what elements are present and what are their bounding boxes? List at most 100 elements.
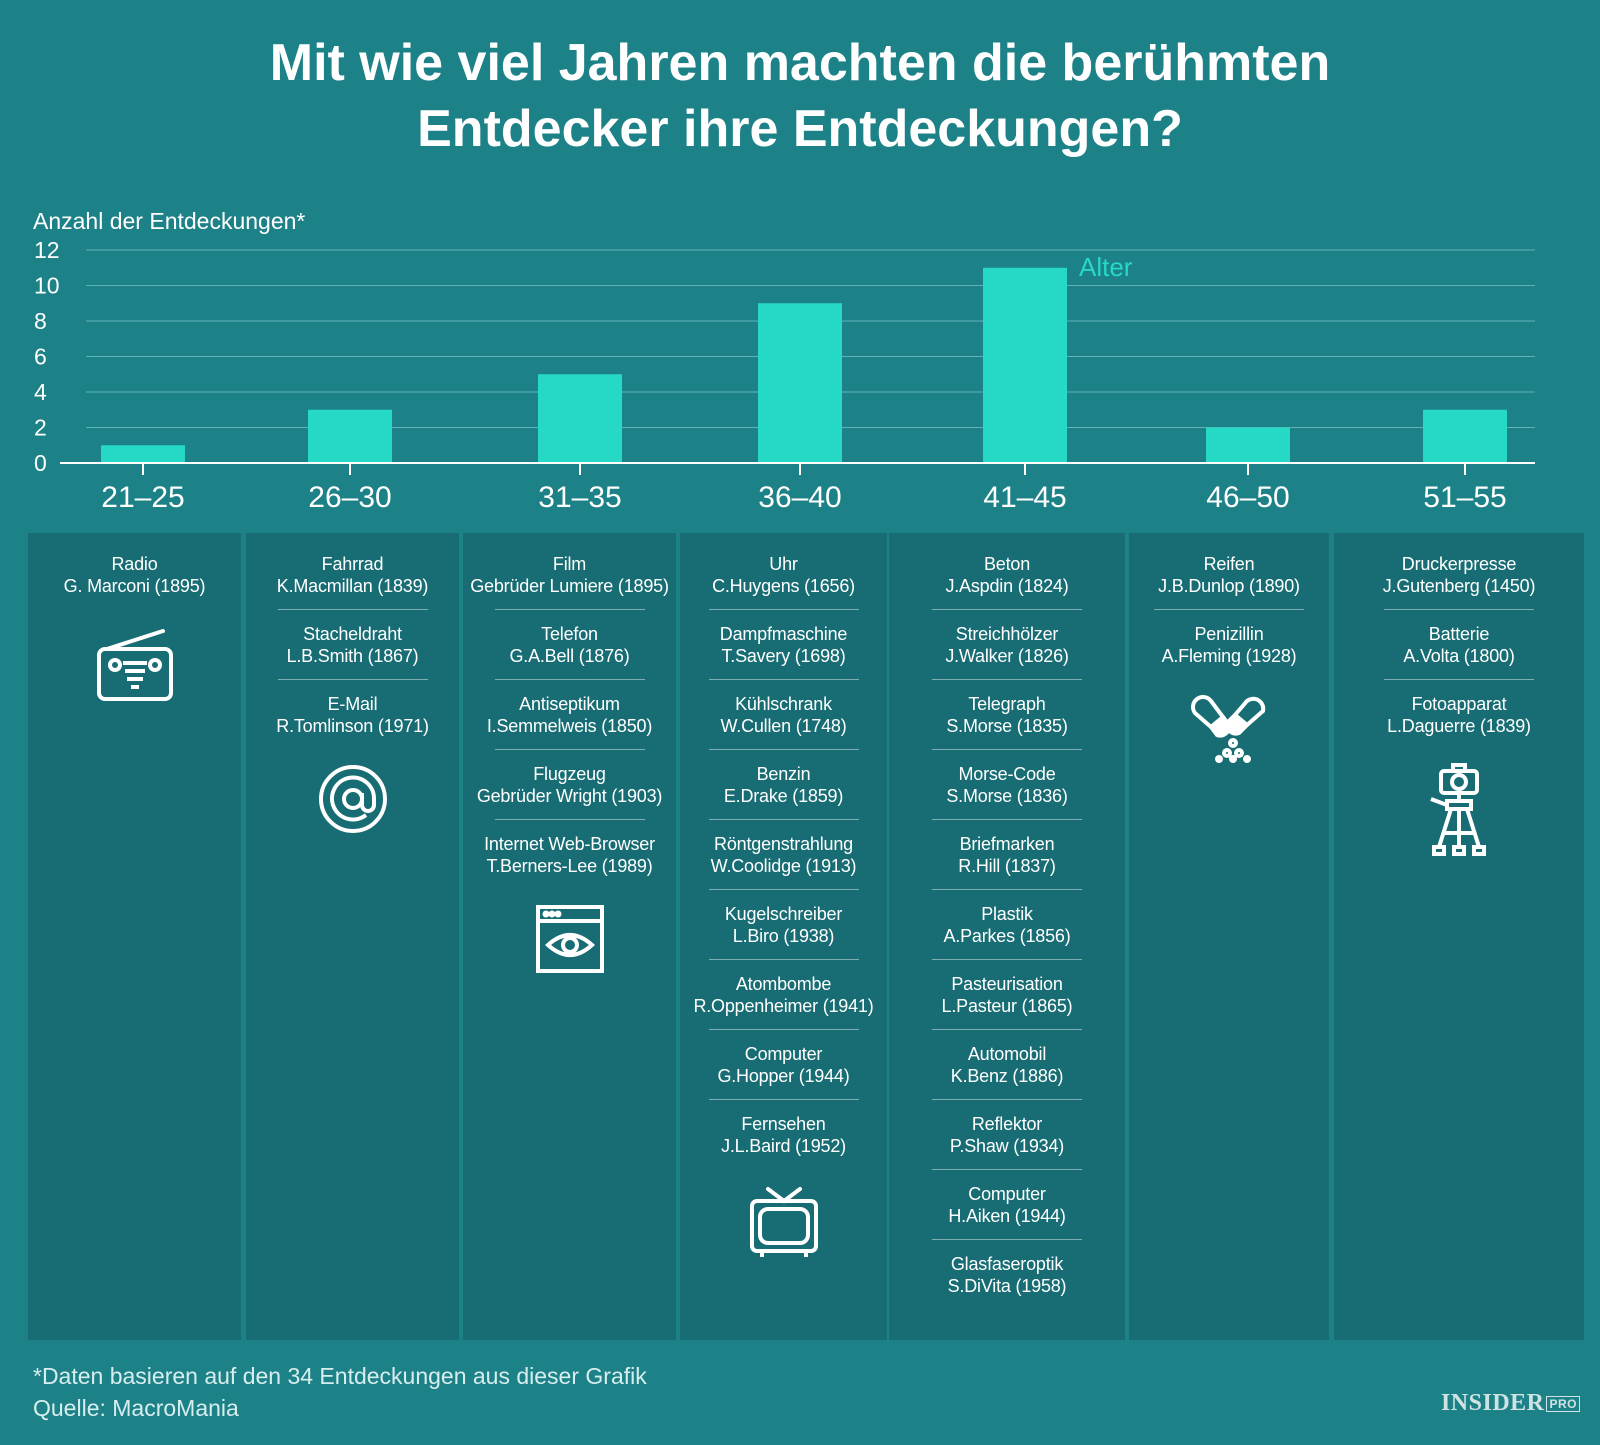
discovery-item: Glasfaseroptik S.DiVita (1958): [889, 1253, 1125, 1310]
discovery-name: Glasfaseroptik: [950, 1254, 1064, 1274]
discovery-name: Dampfmaschine: [719, 624, 848, 644]
discovery-item: Antiseptikum I.Semmelweis (1850): [463, 693, 676, 750]
discovery-item: Beton J.Aspdin (1824): [889, 553, 1125, 610]
discovery-item: E-Mail R.Tomlinson (1971): [246, 693, 459, 750]
discovery-item: Uhr C.Huygens (1656): [680, 553, 887, 610]
x-axis-label: Alter: [1079, 252, 1133, 282]
y-tick-label-2: 2: [34, 415, 47, 441]
discovery-list: Uhr C.Huygens (1656) Dampfmaschine T.Savery…: [680, 533, 887, 1170]
x-tick-label-36–40: 36–40: [758, 481, 841, 514]
discovery-list: Radio G. Marconi (1895): [28, 533, 241, 610]
discoverer-year: J.Gutenberg (1450): [1382, 576, 1536, 596]
footnote-source: Quelle: MacroMania: [33, 1395, 239, 1421]
bar-36–40: [758, 303, 842, 463]
bar-21–25: [101, 445, 185, 463]
discoverer-year: J.L.Baird (1952): [721, 1136, 846, 1156]
brand-suffix: PRO: [1546, 1396, 1580, 1412]
discovery-name: Batterie: [1428, 624, 1490, 644]
bar-31–35: [538, 374, 622, 463]
discovery-name: Antiseptikum: [519, 694, 620, 714]
discovery-list: Beton J.Aspdin (1824) Streichhölzer J.Walke…: [889, 533, 1125, 1310]
discovery-item: Druckerpresse J.Gutenberg (1450): [1334, 553, 1584, 610]
discovery-name: Morse-Code: [958, 764, 1056, 784]
discovery-item: Telegraph S.Morse (1835): [889, 693, 1125, 750]
discovery-name: Fahrrad: [321, 554, 384, 574]
discovery-item: Computer G.Hopper (1944): [680, 1043, 887, 1100]
discovery-item: Röntgenstrahlung W.Coolidge (1913): [680, 833, 887, 890]
discovery-item: Automobil K.Benz (1886): [889, 1043, 1125, 1100]
discoverer-year: R.Tomlinson (1971): [276, 716, 429, 736]
discovery-name: Kugelschreiber: [724, 904, 843, 924]
y-tick-label-10: 10: [34, 273, 60, 299]
discovery-item: Morse-Code S.Morse (1836): [889, 763, 1125, 820]
discovery-item: Kühlschrank W.Cullen (1748): [680, 693, 887, 750]
discovery-name: Telefon: [541, 624, 598, 644]
discovery-item: Reifen J.B.Dunlop (1890): [1129, 553, 1329, 610]
discovery-item: Telefon G.A.Bell (1876): [463, 623, 676, 680]
discovery-name: Stacheldraht: [303, 624, 402, 644]
bar-46–50: [1206, 427, 1290, 463]
x-tick-label-46–50: 46–50: [1206, 481, 1289, 514]
discovery-name: Atombombe: [735, 974, 832, 994]
x-tick-label-41–45: 41–45: [983, 481, 1066, 514]
discoverer-year: G. Marconi (1895): [63, 576, 206, 596]
discovery-name: Fotoapparat: [1411, 694, 1507, 714]
discovery-column-36–40: Uhr C.Huygens (1656) Dampfmaschine T.Savery…: [680, 533, 887, 1340]
discoverer-year: C.Huygens (1656): [712, 576, 855, 596]
discovery-name: Internet Web-Browser: [484, 834, 655, 854]
discoverer-year: S.Morse (1835): [946, 716, 1068, 736]
discovery-column-21–25: Radio G. Marconi (1895): [28, 533, 241, 1340]
discovery-item: Kugelschreiber L.Biro (1938): [680, 903, 887, 960]
discoverer-year: S.DiVita (1958): [947, 1276, 1067, 1296]
discoverer-year: R.Oppenheimer (1941): [693, 996, 874, 1016]
discoverer-year: P.Shaw (1934): [949, 1136, 1065, 1156]
discovery-item: Film Gebrüder Lumiere (1895): [463, 553, 676, 610]
discovery-item: Reflektor P.Shaw (1934): [889, 1113, 1125, 1170]
chart-title: Mit wie viel Jahren machten die berühmte…: [0, 30, 1600, 162]
discovery-list: Druckerpresse J.Gutenberg (1450) Batterie A…: [1334, 533, 1584, 750]
discovery-columns: Radio G. Marconi (1895) Fahrrad K.Macmillan…: [28, 533, 1584, 1340]
discovery-item: Stacheldraht L.B.Smith (1867): [246, 623, 459, 680]
discovery-item: Briefmarken R.Hill (1837): [889, 833, 1125, 890]
discoverer-year: T.Berners-Lee (1989): [486, 856, 653, 876]
y-tick-label-0: 0: [34, 450, 47, 476]
bar-26–30: [308, 409, 392, 463]
discovery-name: Radio: [111, 554, 158, 574]
discovery-column-31–35: Film Gebrüder Lumiere (1895) Telefon G.A.Be…: [463, 533, 676, 1340]
discoverer-year: Gebrüder Lumiere (1895): [470, 576, 669, 596]
discoverer-year: L.Pasteur (1865): [941, 996, 1073, 1016]
discovery-name: Beton: [983, 554, 1031, 574]
y-tick-label-8: 8: [34, 308, 47, 334]
television-icon: [680, 1183, 887, 1264]
discoverer-year: J.B.Dunlop (1890): [1158, 576, 1300, 596]
discovery-column-46–50: Reifen J.B.Dunlop (1890) Penizillin A.Flemi…: [1129, 533, 1329, 1340]
discovery-name: Flugzeug: [533, 764, 606, 784]
discoverer-year: R.Hill (1837): [958, 856, 1056, 876]
x-tick-label-21–25: 21–25: [101, 481, 184, 514]
pill-capsule-icon: [1129, 693, 1329, 768]
discovery-item: Fernsehen J.L.Baird (1952): [680, 1113, 887, 1170]
radio-icon: [28, 623, 241, 712]
brand-name: INSIDER: [1440, 1390, 1545, 1416]
discovery-name: Reifen: [1203, 554, 1255, 574]
discoverer-year: H.Aiken (1944): [948, 1206, 1066, 1226]
y-tick-label-6: 6: [34, 344, 47, 370]
at-sign-icon: [246, 763, 459, 840]
discovery-name: E-Mail: [327, 694, 378, 714]
discovery-item: Radio G. Marconi (1895): [28, 553, 241, 610]
camera-tripod-icon: [1334, 763, 1584, 864]
discovery-name: Reflektor: [971, 1114, 1043, 1134]
discoverer-year: A.Volta (1800): [1403, 646, 1515, 666]
discovery-item: Fahrrad K.Macmillan (1839): [246, 553, 459, 610]
discovery-column-26–30: Fahrrad K.Macmillan (1839) Stacheldraht L.B…: [246, 533, 459, 1340]
discoverer-year: S.Morse (1836): [946, 786, 1068, 806]
discovery-name: Penizillin: [1194, 624, 1264, 644]
bar-41–45: [983, 267, 1067, 463]
discoverer-year: T.Savery (1698): [721, 646, 846, 666]
discoverer-year: E.Drake (1859): [723, 786, 844, 806]
discovery-column-41–45: Beton J.Aspdin (1824) Streichhölzer J.Walke…: [889, 533, 1125, 1340]
discoverer-year: G.A.Bell (1876): [509, 646, 630, 666]
discoverer-year: J.Aspdin (1824): [945, 576, 1069, 596]
discovery-item: Flugzeug Gebrüder Wright (1903): [463, 763, 676, 820]
discovery-item: Benzin E.Drake (1859): [680, 763, 887, 820]
